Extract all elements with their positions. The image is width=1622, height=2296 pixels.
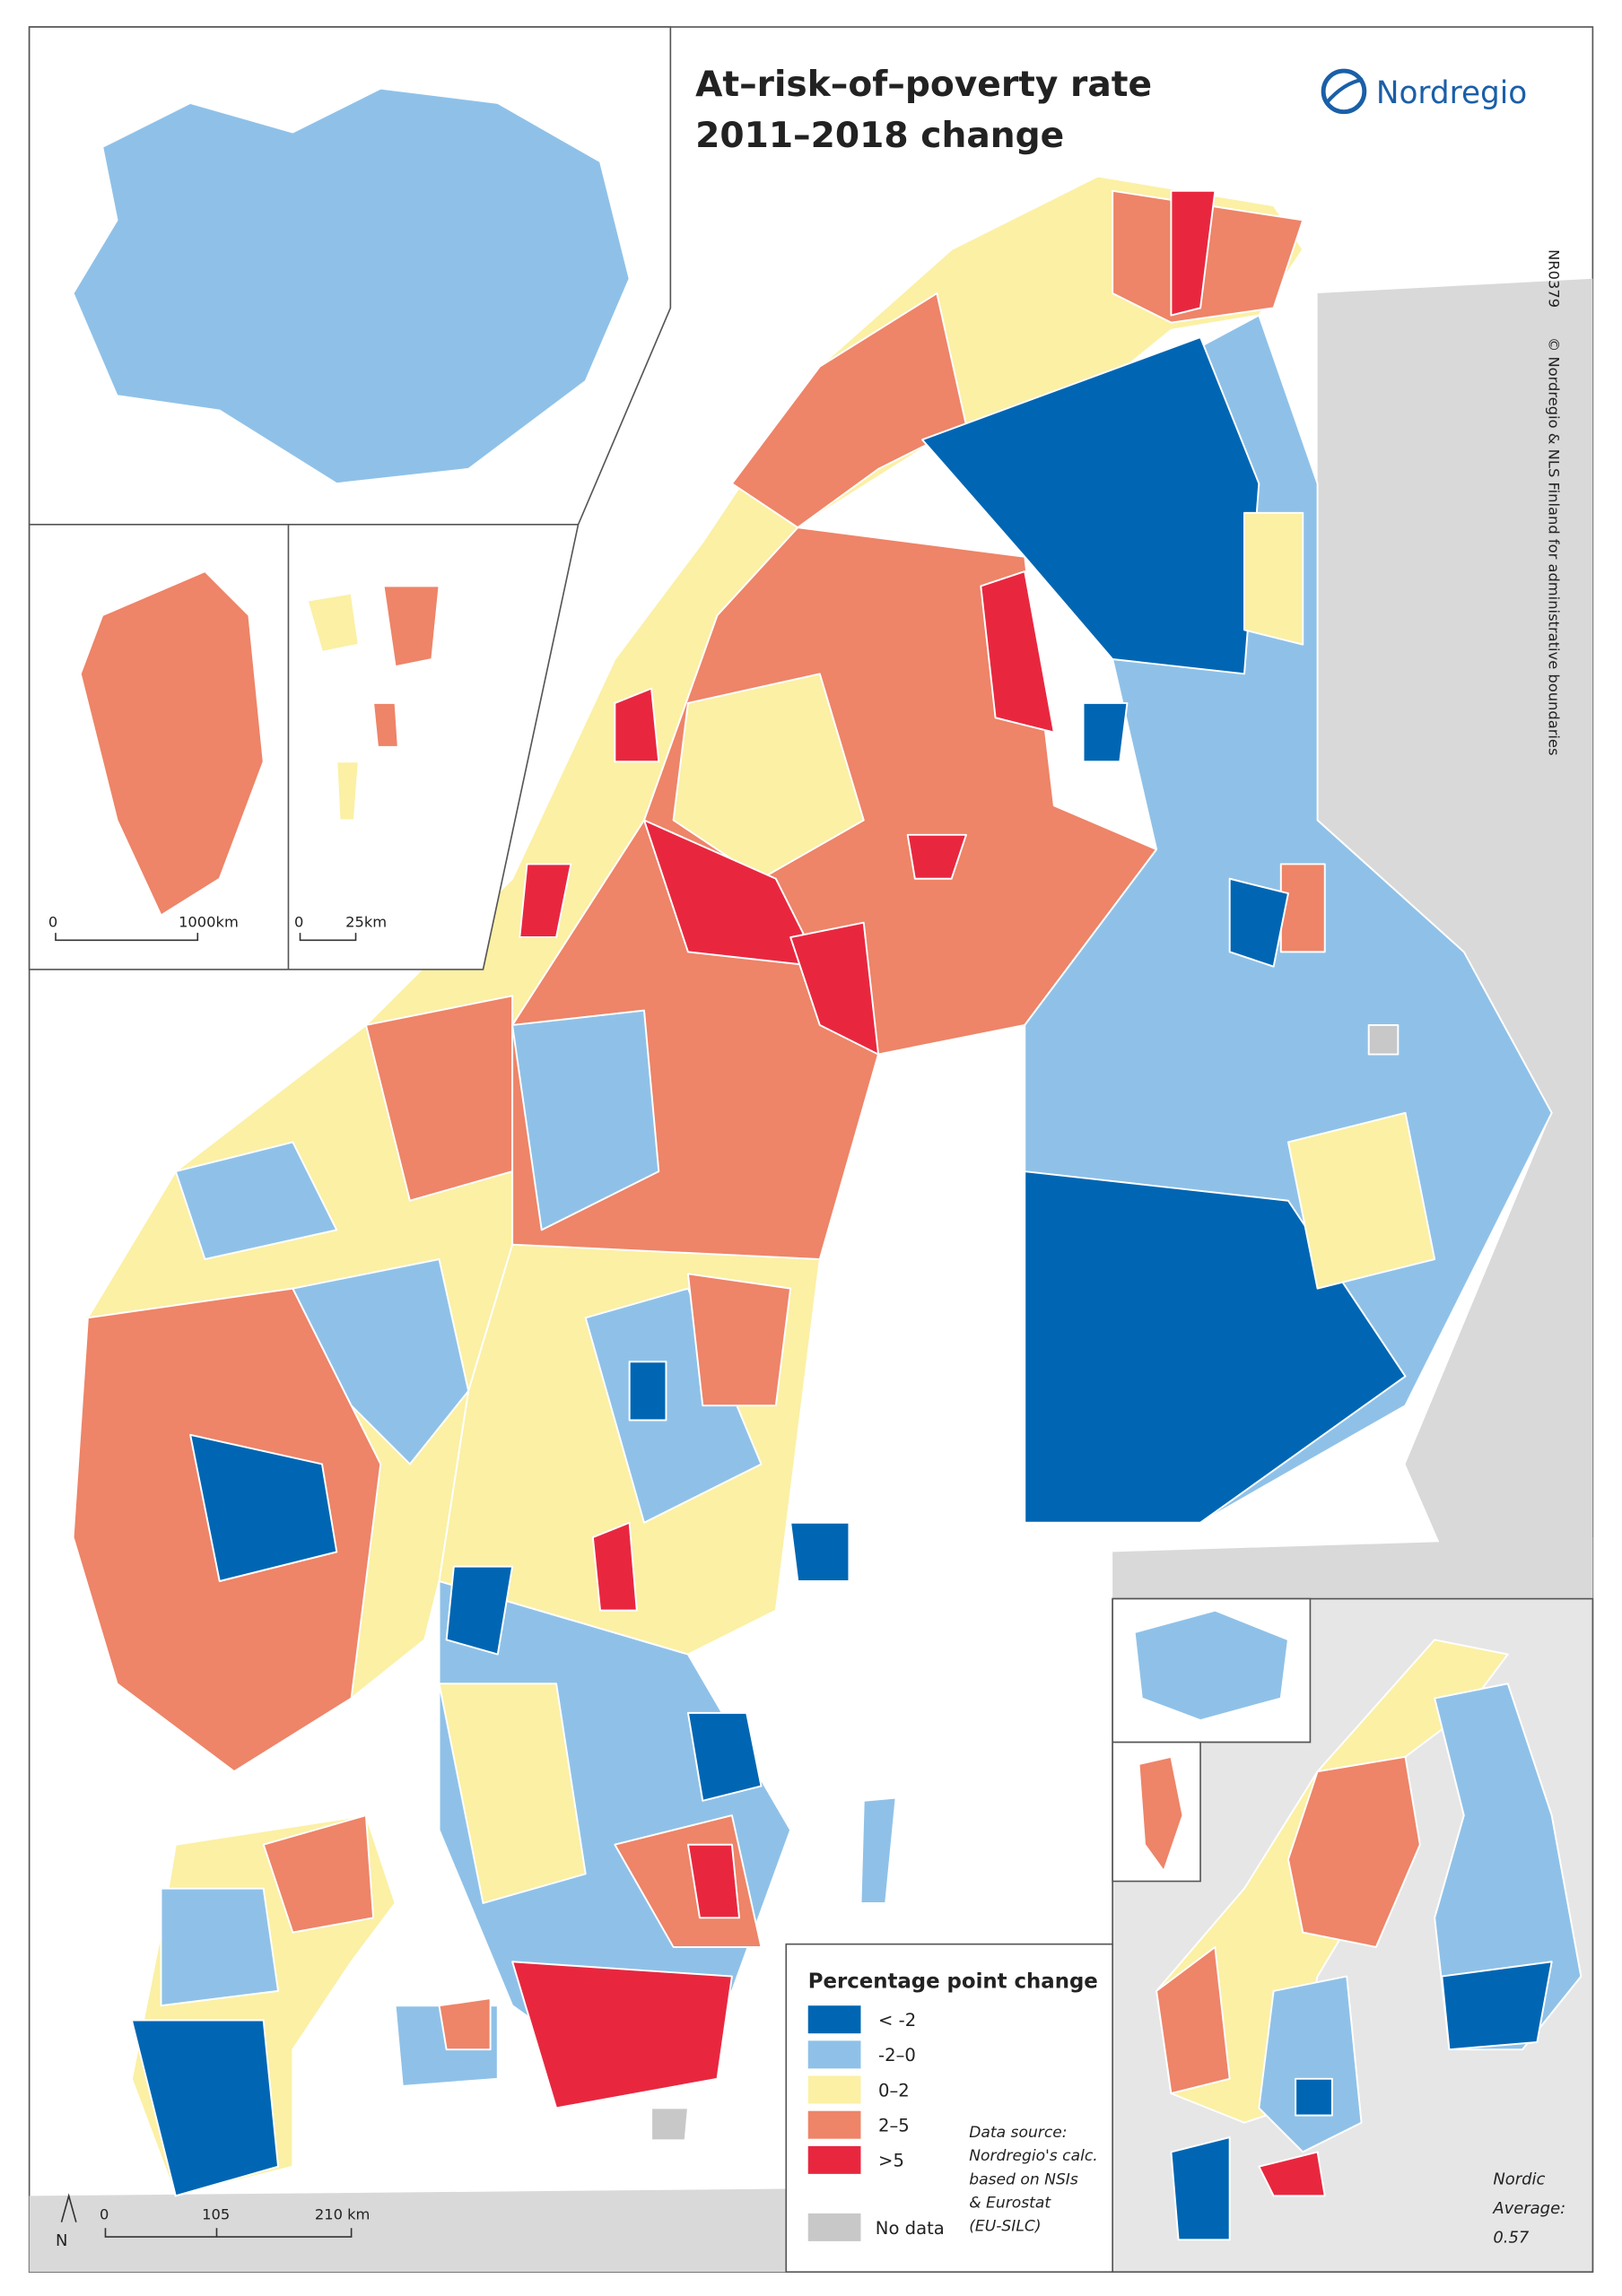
scale-bar	[299, 933, 357, 942]
region	[1133, 1609, 1289, 1722]
scale-label: 210 km	[315, 2205, 371, 2222]
legend-swatch	[807, 2005, 861, 2034]
north-label: N	[56, 2231, 67, 2250]
region	[1112, 189, 1304, 324]
main-map	[72, 175, 1553, 2197]
scale-bar	[55, 933, 199, 942]
scale-label: 25km	[345, 914, 387, 931]
region	[1286, 1111, 1436, 1290]
region	[160, 1887, 280, 2007]
region	[262, 1814, 375, 1934]
legend-label: No data	[876, 2218, 945, 2239]
logo: Nordregio	[1321, 68, 1527, 115]
region	[519, 863, 572, 939]
legend-label: 0–2	[878, 2080, 910, 2100]
region	[614, 687, 660, 763]
region	[336, 761, 360, 822]
overview-map	[1133, 1609, 1583, 2241]
region	[1170, 2136, 1231, 2241]
region	[921, 336, 1260, 675]
region	[174, 1141, 338, 1260]
region	[1138, 1755, 1184, 1873]
copyright: © Nordregio & NLS Finland for administra…	[1545, 337, 1562, 755]
legend-label: 2–5	[878, 2116, 910, 2136]
legend-label: < -2	[878, 2010, 916, 2031]
average-label: Average:	[1492, 2199, 1565, 2218]
region	[980, 570, 1055, 734]
region	[686, 1273, 792, 1407]
legend-swatch	[807, 2040, 861, 2069]
region	[672, 673, 865, 880]
region	[650, 2107, 689, 2142]
region	[1170, 189, 1216, 317]
insets	[72, 87, 631, 917]
north-arrow	[60, 2193, 77, 2222]
region	[1434, 1683, 1583, 2051]
region	[1286, 1755, 1421, 1948]
average-value: 0.57	[1493, 2229, 1530, 2248]
region	[372, 701, 399, 748]
map-id: NR0379	[1545, 249, 1562, 308]
region	[130, 2019, 280, 2197]
data-source: (EU-SILC)	[969, 2218, 1041, 2236]
region	[789, 921, 880, 1056]
legend-label: >5	[878, 2151, 904, 2171]
scale-label: 1000km	[179, 914, 239, 931]
legend-swatch	[807, 2145, 861, 2174]
legend-swatch	[807, 2110, 861, 2139]
region	[445, 1565, 514, 1656]
legend-title: Percentage point change	[808, 1970, 1098, 1994]
region	[1295, 2077, 1333, 2117]
region	[859, 1796, 897, 1904]
region	[906, 833, 967, 880]
data-source: Nordregio's calc.	[969, 2147, 1097, 2165]
title: At–risk–of–poverty rate	[695, 65, 1152, 105]
scale-label: 0	[294, 914, 303, 931]
region	[382, 585, 440, 668]
region	[789, 1521, 850, 1582]
legend-items: < -2 -2–0 0–2 2–5 >5 No data	[807, 2005, 945, 2241]
region	[79, 570, 265, 917]
logo-text: Nordregio	[1376, 75, 1527, 111]
region	[1243, 511, 1304, 646]
data-source: based on NSIs	[969, 2170, 1078, 2188]
region	[72, 87, 631, 485]
region	[584, 1287, 763, 1524]
data-source: Data source:	[969, 2124, 1067, 2142]
title: 2011–2018 change	[695, 116, 1064, 156]
average-label: Nordic	[1493, 2170, 1545, 2188]
region	[1155, 1945, 1231, 2095]
region	[686, 1843, 741, 1919]
region	[686, 1711, 763, 1802]
scale-bar	[104, 2228, 353, 2238]
region	[1258, 1975, 1363, 2153]
neighbour-land	[29, 278, 1593, 2273]
region	[306, 592, 360, 653]
scale-label: 105	[202, 2205, 230, 2222]
region	[628, 1361, 667, 1422]
legend-swatch	[807, 2213, 861, 2241]
region	[511, 1009, 660, 1231]
region	[1024, 1170, 1407, 1524]
region	[591, 1521, 638, 1612]
region	[511, 1961, 733, 2109]
region	[189, 1433, 338, 1582]
region	[1082, 701, 1129, 763]
data-source: & Eurostat	[969, 2194, 1051, 2212]
legend-swatch	[807, 2075, 861, 2104]
scale-label: 0	[100, 2205, 109, 2222]
region	[1228, 877, 1289, 968]
region	[438, 1997, 492, 2051]
scale-label: 0	[48, 914, 57, 931]
region	[292, 1258, 470, 1465]
region	[1441, 1961, 1553, 2051]
region	[730, 292, 967, 529]
region	[1258, 2151, 1326, 2197]
region	[1367, 1023, 1400, 1056]
region	[1279, 863, 1326, 953]
region	[438, 1683, 587, 1904]
legend-label: -2–0	[878, 2045, 916, 2066]
